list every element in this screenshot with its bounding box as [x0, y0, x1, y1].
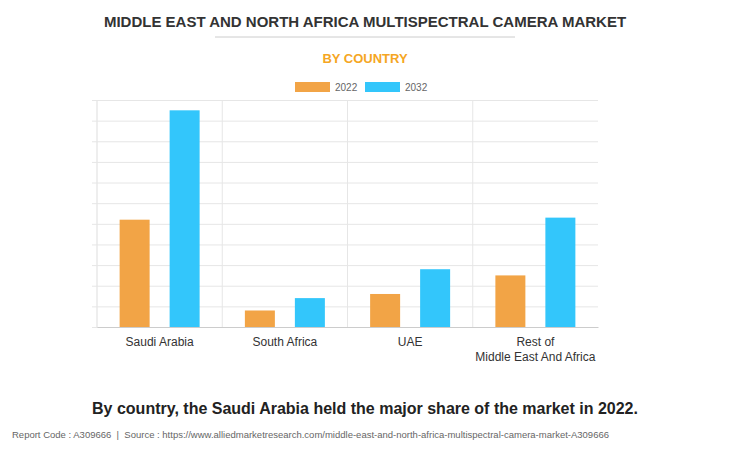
legend: 2022 2032 [295, 82, 428, 93]
legend-label: 2032 [405, 82, 428, 93]
x-tick-label: Saudi Arabia [126, 335, 194, 349]
legend-label: 2022 [335, 82, 358, 93]
subtitle: BY COUNTRY [322, 51, 408, 66]
x-axis-line [98, 327, 599, 328]
bars [120, 110, 576, 327]
bar [170, 110, 200, 327]
y-tick [92, 244, 598, 245]
x-tick-label: UAE [398, 335, 423, 349]
bar [370, 294, 400, 327]
bar [545, 218, 575, 327]
grid-line [92, 203, 598, 204]
legend-swatch [295, 82, 330, 92]
x-tick: South Africa [253, 327, 318, 349]
title: MIDDLE EAST AND NORTH AFRICA MULTISPECTR… [104, 13, 626, 30]
y-tick [92, 203, 598, 204]
grid-line [92, 100, 598, 101]
y-tick [92, 265, 598, 266]
bar [120, 220, 150, 327]
grid-line [92, 244, 598, 245]
grid-line [92, 183, 598, 184]
plot: Saudi Arabia South Africa UAE Rest ofMiddle… [92, 100, 599, 364]
caption: By country, the Saudi Arabia held the ma… [92, 400, 638, 417]
chart: MIDDLE EAST AND NORTH AFRICA MULTISPECTR… [0, 0, 730, 453]
x-tick-label: Rest ofMiddle East And Africa [475, 335, 595, 364]
y-axis [92, 100, 598, 328]
bar [420, 269, 450, 327]
grid-line [92, 162, 598, 163]
y-tick [92, 327, 598, 328]
x-axis: Saudi Arabia South Africa UAE Rest ofMiddle… [98, 327, 599, 364]
x-tick: UAE [398, 327, 423, 349]
legend-swatch [365, 82, 400, 92]
y-tick [92, 224, 598, 225]
grid-line [92, 224, 598, 225]
y-tick [92, 162, 598, 163]
category-separator [222, 100, 223, 327]
y-tick [92, 121, 598, 122]
grid-line [92, 265, 598, 266]
grid-line [92, 121, 598, 122]
x-tick-label: South Africa [253, 335, 318, 349]
category-separator [347, 100, 348, 327]
category-separator [472, 100, 473, 327]
grid-line [92, 141, 598, 142]
y-tick [92, 141, 598, 142]
title-rule [215, 37, 515, 38]
y-tick [92, 100, 598, 101]
y-tick [92, 183, 598, 184]
grid-line [92, 327, 598, 328]
x-tick: Saudi Arabia [126, 327, 194, 349]
bar [295, 298, 325, 327]
x-tick: Rest ofMiddle East And Africa [475, 327, 595, 364]
footer: Report Code : A309666 | Source : https:/… [12, 429, 609, 440]
bar [245, 310, 275, 327]
y-axis-line [97, 100, 98, 327]
bar [495, 275, 525, 327]
